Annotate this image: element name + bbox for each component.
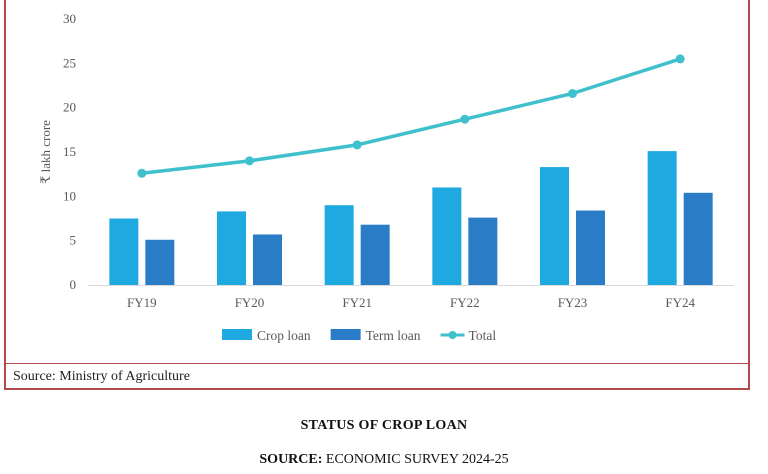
y-tick-label: 30 xyxy=(63,11,76,26)
total-point-fy22 xyxy=(460,114,470,124)
bar-crop-loan-fy19 xyxy=(109,218,139,285)
total-point-fy20 xyxy=(245,156,254,166)
total-series-line xyxy=(141,57,681,176)
y-tick-label: 5 xyxy=(70,233,77,248)
caption-title: STATUS OF CROP LOAN xyxy=(300,418,468,433)
bar-term-loan-fy19 xyxy=(145,239,175,285)
legend-label-crop-loan: Crop loan xyxy=(257,328,311,343)
caption-source-label: SOURCE: xyxy=(259,452,323,467)
crop-loan-chart: 0 5 10 15 20 25 30 ₹ lakh crore FY19 FY20 FY21 FY… xyxy=(38,11,734,343)
y-tick-label: 20 xyxy=(63,100,76,115)
y-tick-label: 0 xyxy=(70,277,77,292)
total-point-fy24 xyxy=(675,54,685,64)
total-point-fy19 xyxy=(137,168,147,178)
total-point-fy23 xyxy=(568,88,577,98)
bar-term-loan-fy21 xyxy=(360,224,390,285)
caption-source-text: ECONOMIC SURVEY 2024-25 xyxy=(322,452,509,467)
legend-swatch-crop-loan xyxy=(222,329,252,340)
legend-swatch-term-loan xyxy=(330,329,361,340)
bar-term-loan-fy22 xyxy=(468,217,498,285)
bar-term-loan-fy23 xyxy=(576,210,605,285)
legend-label-term-loan: Term loan xyxy=(366,328,421,343)
legend: Crop loan Term loan Total xyxy=(222,328,496,343)
bar-term-loan-fy20 xyxy=(253,234,282,285)
x-tick-label: FY21 xyxy=(342,295,372,310)
chart-frame: 0 5 10 15 20 25 30 ₹ lakh crore FY19 FY20 FY21 FY… xyxy=(4,0,750,390)
x-tick-label: FY24 xyxy=(665,295,695,310)
caption-source: SOURCE: ECONOMIC SURVEY 2024-25 xyxy=(0,452,768,468)
x-tick-label: FY20 xyxy=(235,295,265,310)
y-tick-label: 10 xyxy=(63,188,76,203)
legend-label-total: Total xyxy=(469,328,497,343)
source-note: Source: Ministry of Agriculture xyxy=(13,369,190,384)
bar-term-loan-fy24 xyxy=(683,192,713,285)
legend-marker-total xyxy=(448,331,457,339)
bar-crop-loan-fy20 xyxy=(217,211,246,285)
y-axis-label: ₹ lakh crore xyxy=(38,120,53,184)
source-divider xyxy=(6,363,748,364)
bar-crop-loan-fy24 xyxy=(647,151,677,285)
y-tick-label: 25 xyxy=(63,55,76,70)
x-tick-label: FY23 xyxy=(558,295,588,310)
bar-crop-loan-fy21 xyxy=(324,205,354,285)
bar-crop-loan-fy22 xyxy=(432,187,462,285)
y-tick-label: 15 xyxy=(63,144,76,159)
x-tick-label: FY22 xyxy=(450,295,480,310)
total-point-fy21 xyxy=(352,140,362,150)
bar-crop-loan-fy23 xyxy=(540,167,569,285)
x-tick-label: FY19 xyxy=(127,295,157,310)
